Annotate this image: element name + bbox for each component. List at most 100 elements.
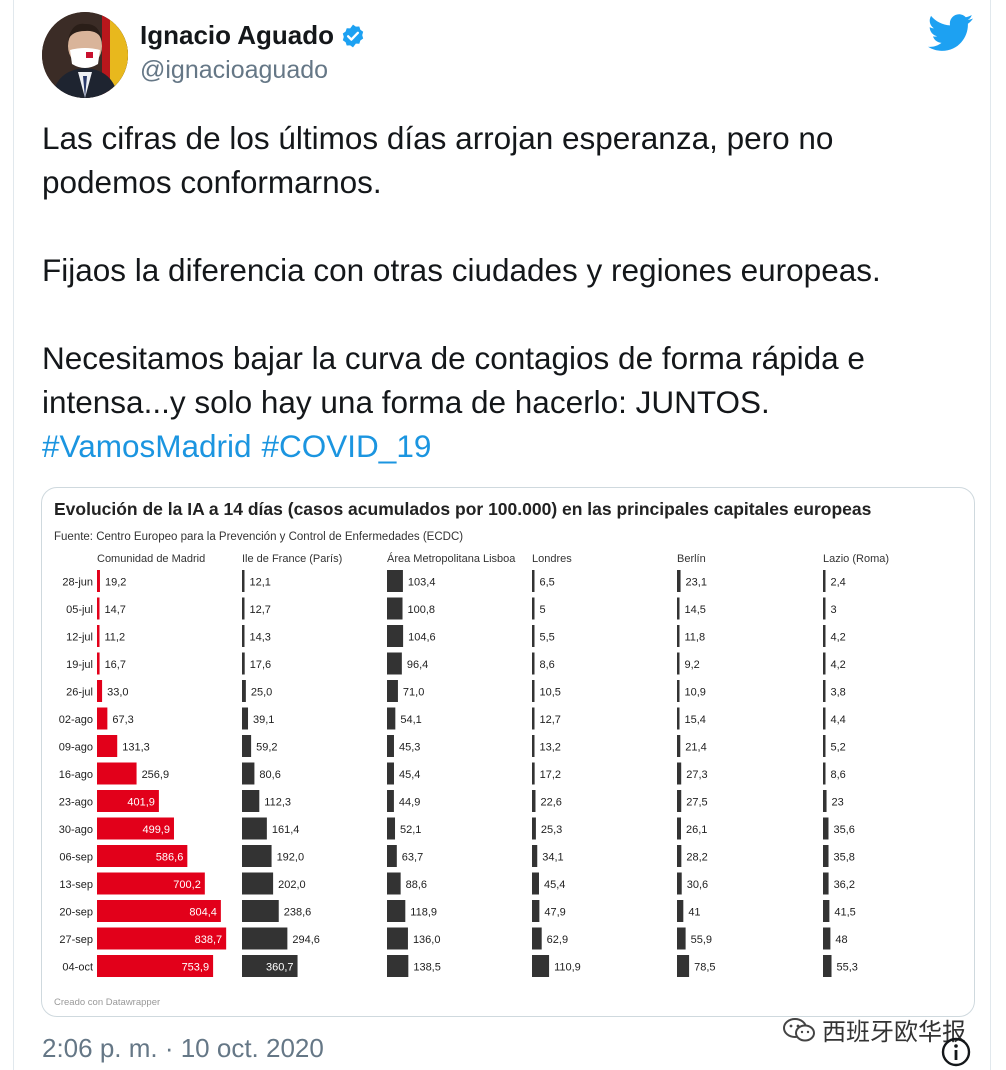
bar bbox=[677, 790, 682, 812]
bar-value-label: 41,5 bbox=[834, 907, 855, 919]
chart-subtitle: Fuente: Centro Europeo para la Prevenció… bbox=[54, 531, 463, 543]
bar bbox=[677, 927, 686, 950]
bar-value-label: 36,2 bbox=[834, 879, 855, 891]
bar bbox=[242, 707, 249, 730]
bar bbox=[97, 872, 205, 895]
series-header: Área Metropolitana Lisboa bbox=[387, 552, 516, 565]
bar bbox=[97, 790, 159, 812]
author-name[interactable]: Ignacio Aguado bbox=[140, 20, 335, 50]
bar bbox=[387, 845, 397, 867]
bar bbox=[97, 735, 118, 757]
bar-value-label: 700,2 bbox=[173, 879, 201, 891]
twitter-bird-icon[interactable] bbox=[928, 14, 974, 52]
bar bbox=[242, 955, 298, 977]
bar bbox=[532, 597, 535, 620]
bar-value-label: 838,7 bbox=[195, 934, 223, 946]
bar-value-label: 4,2 bbox=[831, 632, 846, 644]
bar-value-label: 96,4 bbox=[407, 659, 428, 671]
bar-value-label: 13,2 bbox=[540, 742, 561, 754]
bar-value-label: 131,3 bbox=[122, 742, 150, 754]
bar bbox=[823, 625, 826, 647]
bar bbox=[823, 762, 826, 785]
bar-value-label: 3 bbox=[831, 604, 837, 616]
bar-value-label: 48 bbox=[835, 934, 847, 946]
bar-value-label: 35,8 bbox=[834, 852, 855, 864]
bar bbox=[823, 845, 829, 867]
category-label: 27-sep bbox=[59, 934, 93, 946]
bar-value-label: 192,0 bbox=[277, 852, 305, 864]
series-header: Comunidad de Madrid bbox=[97, 553, 205, 565]
bar bbox=[677, 597, 680, 620]
bar-value-label: 67,3 bbox=[112, 714, 133, 726]
attached-chart-image[interactable]: Evolución de la IA a 14 días (casos acum… bbox=[41, 487, 975, 1017]
bar bbox=[242, 762, 255, 785]
bar bbox=[242, 625, 245, 647]
hashtag-vamosmadrid[interactable]: #VamosMadrid bbox=[42, 428, 252, 464]
bar bbox=[387, 680, 398, 702]
bar bbox=[677, 872, 682, 895]
category-label: 20-sep bbox=[59, 907, 93, 919]
bar bbox=[532, 955, 550, 977]
bar-value-label: 753,9 bbox=[182, 962, 210, 974]
category-label: 09-ago bbox=[59, 742, 93, 754]
bar-value-label: 12,1 bbox=[250, 577, 271, 589]
bar-value-label: 14,7 bbox=[105, 604, 126, 616]
bar-value-label: 19,2 bbox=[105, 577, 126, 589]
bar-value-label: 112,3 bbox=[264, 797, 291, 809]
bar bbox=[387, 625, 404, 647]
bar bbox=[823, 900, 830, 922]
bar-value-label: 63,7 bbox=[402, 852, 423, 864]
bar bbox=[242, 900, 279, 922]
bar-value-label: 55,9 bbox=[691, 934, 712, 946]
tweet-line-1: Las cifras de los últimos días arrojan e… bbox=[42, 120, 834, 156]
chart-credit: Creado con Datawrapper bbox=[54, 997, 160, 1008]
bar-value-label: 14,5 bbox=[685, 604, 706, 616]
bar-value-label: 39,1 bbox=[253, 714, 274, 726]
bar-value-label: 103,4 bbox=[408, 577, 436, 589]
bar-value-label: 62,9 bbox=[547, 934, 568, 946]
bar-value-label: 80,6 bbox=[259, 769, 280, 781]
bar bbox=[387, 927, 408, 950]
bar-value-label: 25,0 bbox=[251, 687, 272, 699]
avatar[interactable] bbox=[42, 12, 128, 98]
bar bbox=[823, 817, 829, 840]
verified-badge-icon bbox=[342, 24, 364, 47]
bar bbox=[532, 872, 539, 895]
bar-value-label: 45,3 bbox=[399, 742, 420, 754]
hashtag-covid19[interactable]: #COVID_19 bbox=[261, 428, 432, 464]
bar-value-label: 5,2 bbox=[831, 742, 846, 754]
bar bbox=[532, 845, 538, 867]
chart-title: Evolución de la IA a 14 días (casos acum… bbox=[54, 499, 872, 519]
bar bbox=[242, 927, 288, 950]
bar-value-label: 45,4 bbox=[399, 769, 420, 781]
bar bbox=[97, 900, 221, 922]
bar-value-label: 78,5 bbox=[694, 962, 715, 974]
bar-value-label: 136,0 bbox=[413, 934, 441, 946]
bar-value-label: 15,4 bbox=[685, 714, 706, 726]
bar-value-label: 27,3 bbox=[686, 769, 707, 781]
bar-value-label: 12,7 bbox=[250, 604, 271, 616]
bar-value-label: 17,2 bbox=[540, 769, 561, 781]
tweet-timestamp[interactable]: 2:06 p. m. · 10 oct. 2020 bbox=[42, 1033, 324, 1063]
watermark-text: 西班牙欧华报 bbox=[822, 1019, 966, 1046]
bar-value-label: 10,9 bbox=[685, 687, 706, 699]
author-name-row[interactable]: Ignacio Aguado bbox=[140, 20, 366, 51]
bar-value-label: 47,9 bbox=[544, 907, 565, 919]
category-label: 26-jul bbox=[66, 687, 93, 699]
bar bbox=[532, 762, 535, 785]
bar-value-label: 499,9 bbox=[142, 824, 170, 836]
bar bbox=[242, 652, 245, 675]
category-label: 06-sep bbox=[59, 852, 93, 864]
info-icon[interactable] bbox=[940, 1036, 972, 1068]
bar-value-label: 26,1 bbox=[686, 824, 707, 836]
bar bbox=[97, 652, 100, 675]
bar-value-label: 138,5 bbox=[413, 962, 441, 974]
bar-value-label: 11,2 bbox=[105, 632, 126, 644]
author-handle[interactable]: @ignacioaguado bbox=[140, 56, 329, 84]
bar-value-label: 23,1 bbox=[686, 577, 707, 589]
bar-value-label: 100,8 bbox=[408, 604, 436, 616]
bar-value-label: 44,9 bbox=[399, 797, 420, 809]
bar bbox=[387, 652, 402, 675]
bar bbox=[387, 570, 403, 592]
bar-value-label: 10,5 bbox=[540, 687, 561, 699]
